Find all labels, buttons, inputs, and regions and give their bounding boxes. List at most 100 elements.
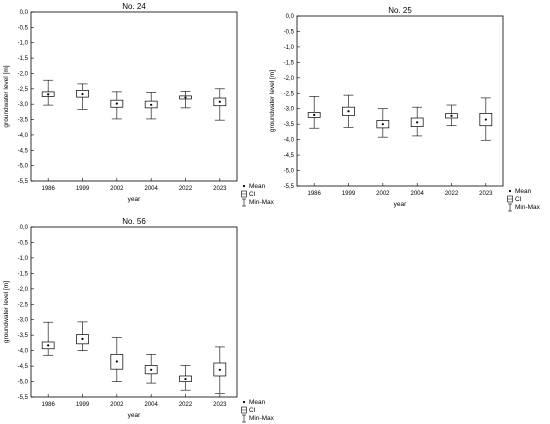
x-tick-label: 1986 bbox=[41, 186, 55, 192]
y-tick-label: -0,5 bbox=[18, 25, 29, 31]
mean-point bbox=[450, 114, 453, 117]
legend-mean-marker bbox=[508, 189, 512, 193]
y-tick-label: -2,5 bbox=[284, 91, 295, 97]
y-tick-label: -4,5 bbox=[284, 153, 295, 159]
y-axis-label: groundwater level [m] bbox=[269, 70, 276, 132]
y-tick-label: -0,5 bbox=[18, 240, 29, 246]
y-tick-label: -3,5 bbox=[284, 122, 295, 128]
mean-point bbox=[150, 103, 153, 106]
mean-point bbox=[218, 368, 221, 371]
x-tick-label: 2004 bbox=[410, 191, 424, 197]
y-tick-label: -3,5 bbox=[18, 333, 29, 339]
y-tick-label: -3,5 bbox=[18, 118, 29, 124]
y-tick-label: 0,0 bbox=[20, 10, 29, 16]
y-tick-label: -5,5 bbox=[18, 179, 29, 185]
y-axis-label: groundwater level [m] bbox=[3, 281, 10, 343]
y-tick-label: -2,5 bbox=[18, 87, 29, 93]
y-tick-label: -1,0 bbox=[18, 256, 29, 262]
x-axis-label: year bbox=[394, 201, 407, 208]
y-tick-label: -5,0 bbox=[18, 164, 29, 170]
y-tick-label: -5,0 bbox=[18, 380, 29, 386]
mean-point bbox=[150, 368, 153, 371]
y-axis-label: groundwater level [m] bbox=[3, 65, 10, 127]
legend-mean-marker bbox=[242, 400, 246, 404]
x-axis-label: year bbox=[128, 412, 141, 419]
x-tick-label: 1986 bbox=[41, 402, 55, 408]
y-tick-label: -4,0 bbox=[18, 133, 29, 139]
legend-mean-label: Mean bbox=[249, 183, 266, 190]
legend-mean-label: Mean bbox=[249, 399, 266, 406]
y-tick-label: -1,0 bbox=[18, 41, 29, 47]
chart-title: No. 24 bbox=[122, 2, 146, 11]
plot-frame bbox=[296, 15, 504, 187]
x-tick-label: 2022 bbox=[445, 191, 459, 197]
x-tick-label: 2023 bbox=[479, 191, 493, 197]
chart-title: No. 25 bbox=[388, 6, 412, 15]
mean-point bbox=[47, 93, 50, 96]
legend-minmax-label: Min-Max bbox=[515, 204, 541, 211]
y-tick-label: 0,0 bbox=[20, 225, 29, 231]
y-tick-label: -0,5 bbox=[284, 29, 295, 35]
x-tick-label: 2022 bbox=[179, 402, 193, 408]
x-tick-label: 1986 bbox=[307, 191, 321, 197]
y-tick-label: -1,0 bbox=[284, 45, 295, 51]
mean-point bbox=[115, 360, 118, 363]
x-tick-label: 2023 bbox=[213, 186, 227, 192]
mean-point bbox=[81, 337, 84, 340]
y-tick-label: -3,0 bbox=[18, 318, 29, 324]
plot-frame bbox=[30, 226, 238, 398]
x-axis-label: year bbox=[128, 196, 141, 203]
y-tick-label: -5,5 bbox=[284, 184, 295, 190]
y-tick-label: -2,0 bbox=[18, 287, 29, 293]
x-tick-label: 1999 bbox=[76, 402, 90, 408]
mean-point bbox=[347, 110, 350, 113]
mean-point bbox=[484, 118, 487, 121]
legend-ci-label: CI bbox=[249, 407, 256, 414]
legend-mean-marker bbox=[242, 184, 246, 188]
y-tick-label: -2,0 bbox=[18, 71, 29, 77]
y-tick-label: -4,0 bbox=[18, 349, 29, 355]
y-tick-label: -2,5 bbox=[18, 302, 29, 308]
x-tick-label: 2023 bbox=[213, 402, 227, 408]
x-tick-label: 1999 bbox=[76, 186, 90, 192]
y-tick-label: -1,5 bbox=[18, 56, 29, 62]
chart-panel: No. 25 0,0 -0,5 -1,0 -1,5 -2,0 -2,5 -3,0 -3,5 -4,… bbox=[269, 6, 541, 212]
x-tick-label: 2004 bbox=[144, 402, 158, 408]
y-tick-label: -3,0 bbox=[284, 107, 295, 113]
legend-ci-label: CI bbox=[515, 196, 522, 203]
mean-point bbox=[313, 113, 316, 117]
mean-point bbox=[218, 100, 221, 103]
mean-point bbox=[47, 344, 50, 347]
y-tick-label: -5,0 bbox=[284, 169, 295, 175]
chart-panel: No. 24 0,0 -0,5 -1,0 -1,5 -2,0 -2,5 -3,0 -3,5 -4,… bbox=[3, 2, 275, 207]
y-tick-label: -1,5 bbox=[284, 60, 295, 66]
legend-ci-label: CI bbox=[249, 191, 256, 198]
mean-point bbox=[381, 123, 384, 126]
y-tick-label: -2,0 bbox=[284, 76, 295, 82]
mean-point bbox=[81, 92, 84, 96]
x-tick-label: 2022 bbox=[179, 186, 193, 192]
y-tick-label: -4,5 bbox=[18, 364, 29, 370]
y-tick-label: -1,5 bbox=[18, 271, 29, 277]
x-tick-label: 2002 bbox=[110, 402, 124, 408]
mean-point bbox=[416, 121, 419, 124]
legend-mean-label: Mean bbox=[515, 188, 532, 195]
y-tick-label: -5,5 bbox=[18, 395, 29, 401]
y-tick-label: -3,0 bbox=[18, 102, 29, 108]
legend-minmax-label: Min-Max bbox=[249, 199, 275, 206]
x-tick-label: 2004 bbox=[144, 186, 158, 192]
y-tick-label: -4,0 bbox=[284, 138, 295, 144]
y-tick-label: 0,0 bbox=[286, 14, 295, 20]
chart-panel: No. 56 0,0 -0,5 -1,0 -1,5 -2,0 -2,5 -3,0 -3,5 -4,… bbox=[3, 217, 275, 423]
x-tick-label: 1999 bbox=[342, 191, 356, 197]
x-tick-label: 2002 bbox=[110, 186, 124, 192]
legend-minmax-label: Min-Max bbox=[249, 415, 275, 422]
x-tick-label: 2002 bbox=[376, 191, 390, 197]
mean-point bbox=[184, 96, 187, 99]
mean-point bbox=[184, 377, 187, 381]
y-tick-label: -4,5 bbox=[18, 148, 29, 154]
